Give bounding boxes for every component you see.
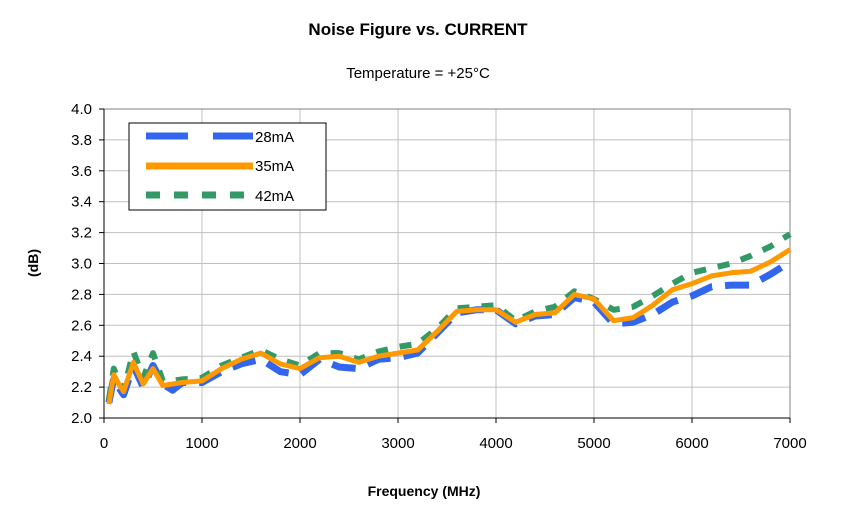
chart-title: Noise Figure vs. CURRENT (308, 20, 528, 39)
x-tick-label: 7000 (773, 435, 806, 452)
x-tick-label: 2000 (283, 435, 316, 452)
y-tick-label: 3.2 (71, 225, 92, 242)
series-line-42ma (105, 231, 792, 400)
series-line-28ma (105, 259, 792, 404)
y-tick-label: 3.0 (71, 256, 92, 273)
y-tick-label: 3.6 (71, 163, 92, 180)
axis-ticks: 0 1000 2000 3000 4000 5000 6000 7000 2.0 2.2 2.4 2.… (71, 101, 807, 452)
series-lines (105, 231, 792, 405)
legend-label-35ma: 35mA (255, 158, 294, 175)
y-tick-label: 2.8 (71, 286, 92, 303)
x-tick-label: 4000 (479, 435, 512, 452)
y-tick-label: 2.0 (71, 410, 92, 427)
legend-label-42ma: 42mA (255, 188, 294, 205)
x-tick-label: 5000 (577, 435, 610, 452)
x-tick-label: 3000 (381, 435, 414, 452)
x-tick-label: 6000 (675, 435, 708, 452)
gridlines (104, 109, 790, 418)
y-tick-label: 4.0 (71, 101, 92, 118)
y-axis-label: (dB) (25, 249, 41, 277)
y-tick-label: 2.6 (71, 317, 92, 334)
chart-subtitle: Temperature = +25°C (346, 65, 490, 82)
x-axis-label: Frequency (MHz) (368, 483, 481, 499)
x-tick-label: 0 (100, 435, 108, 452)
series-line-35ma (106, 247, 792, 405)
y-tick-label: 2.2 (71, 379, 92, 396)
legend-label-28ma: 28mA (255, 129, 294, 146)
legend: 28mA 35mA 42mA (128, 122, 327, 211)
y-tick-label: 2.4 (71, 348, 92, 365)
x-tick-label: 1000 (185, 435, 218, 452)
y-tick-label: 3.8 (71, 132, 92, 149)
y-tick-label: 3.4 (71, 194, 92, 211)
